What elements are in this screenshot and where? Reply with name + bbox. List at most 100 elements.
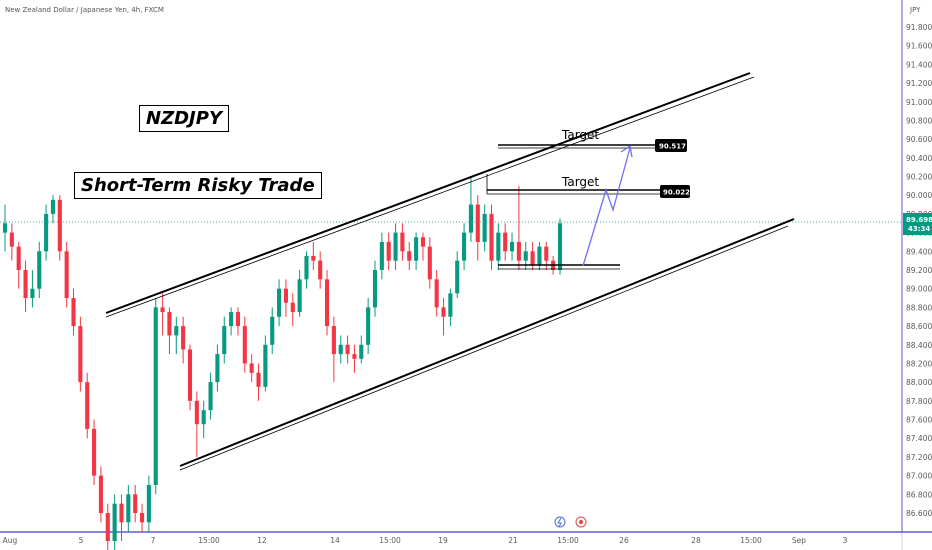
candle[interactable] [345, 335, 350, 364]
candle[interactable] [324, 270, 330, 336]
candle[interactable] [146, 475, 151, 532]
candle[interactable] [153, 298, 158, 495]
candle[interactable] [489, 204, 494, 270]
candle[interactable] [366, 298, 371, 355]
candle[interactable] [174, 316, 179, 355]
svg-text:89.698: 89.698 [906, 216, 932, 224]
candle[interactable] [283, 279, 288, 317]
candle[interactable] [393, 223, 398, 270]
candle[interactable] [331, 316, 336, 383]
candle[interactable] [386, 232, 391, 270]
candle[interactable] [181, 316, 186, 364]
y-tick-label: 91.200 [906, 79, 932, 88]
trade-annotation[interactable]: Short-Term Risky Trade [74, 172, 322, 199]
record-icon[interactable] [575, 516, 587, 528]
target-high-line[interactable] [498, 144, 655, 149]
candle[interactable] [372, 260, 378, 317]
candle[interactable] [126, 484, 131, 532]
candle[interactable] [448, 288, 453, 327]
candle[interactable] [242, 316, 247, 373]
candle[interactable] [441, 298, 446, 336]
candle[interactable] [229, 307, 234, 336]
candle[interactable] [277, 279, 282, 327]
candle[interactable] [208, 372, 213, 420]
candle[interactable] [530, 241, 535, 270]
candle[interactable] [167, 307, 172, 355]
candle[interactable] [263, 335, 268, 392]
candle[interactable] [235, 307, 241, 336]
candle[interactable] [44, 204, 49, 261]
candle[interactable] [160, 293, 165, 336]
y-tick-label: 88.600 [906, 322, 932, 331]
candle[interactable] [270, 307, 275, 355]
candle[interactable] [475, 195, 480, 261]
candle[interactable] [16, 241, 21, 289]
target-low-line[interactable] [486, 174, 660, 195]
candle[interactable] [304, 251, 309, 289]
candle[interactable] [516, 185, 521, 270]
price-axis[interactable] [902, 0, 932, 550]
candle[interactable] [105, 503, 110, 550]
candle[interactable] [201, 400, 206, 439]
upper-channel-line[interactable] [105, 72, 755, 318]
candle[interactable] [64, 241, 69, 308]
candle[interactable] [359, 335, 364, 364]
candle[interactable] [297, 270, 302, 317]
candle[interactable] [50, 195, 56, 224]
candle[interactable] [427, 237, 432, 289]
target-low-price-label: 90.022 [660, 185, 690, 198]
candle[interactable] [290, 293, 295, 327]
symbol-title[interactable]: New Zealand Dollar / Japanese Yen, 4h, F… [5, 6, 164, 14]
candle[interactable] [37, 241, 42, 299]
lightning-icon[interactable] [554, 516, 566, 528]
candle[interactable] [509, 232, 515, 261]
candle[interactable] [462, 223, 467, 270]
candle[interactable] [503, 223, 508, 261]
candle[interactable] [414, 232, 419, 270]
candle[interactable] [222, 316, 227, 364]
candle[interactable] [133, 484, 138, 523]
candle[interactable] [496, 223, 501, 270]
candle[interactable] [30, 270, 35, 308]
candle[interactable] [434, 270, 439, 317]
candle[interactable] [482, 204, 487, 252]
y-tick-label: 88.400 [906, 341, 932, 350]
candle[interactable] [537, 241, 542, 270]
candle[interactable] [468, 176, 473, 242]
candle[interactable] [23, 260, 28, 313]
candle[interactable] [71, 288, 76, 336]
candle[interactable] [311, 241, 316, 270]
candle[interactable] [249, 354, 254, 383]
candle[interactable] [92, 419, 97, 485]
pair-annotation[interactable]: NZDJPY [139, 105, 229, 132]
candle[interactable] [9, 223, 14, 261]
candle[interactable] [523, 241, 528, 270]
candle[interactable] [400, 223, 405, 261]
candle[interactable] [112, 494, 117, 550]
candle[interactable] [420, 232, 426, 261]
candle[interactable] [98, 466, 103, 523]
candle[interactable] [139, 503, 145, 532]
support-range-line[interactable] [498, 264, 620, 270]
candle[interactable] [352, 344, 357, 373]
candle[interactable] [2, 204, 8, 252]
candle[interactable] [194, 391, 199, 457]
candle[interactable] [407, 241, 412, 270]
projection-path[interactable] [582, 147, 631, 267]
candle[interactable] [379, 232, 384, 280]
candle[interactable] [187, 344, 193, 411]
candle[interactable] [455, 251, 460, 299]
candle[interactable] [85, 372, 90, 439]
candle[interactable] [119, 494, 124, 542]
candle[interactable] [215, 344, 220, 392]
candle[interactable] [318, 251, 323, 289]
candle[interactable] [338, 335, 343, 364]
candle[interactable] [78, 316, 83, 392]
lower-channel-line[interactable] [179, 218, 795, 471]
candle[interactable] [544, 241, 549, 270]
candle[interactable] [256, 363, 261, 401]
candle[interactable] [557, 218, 563, 275]
candle[interactable] [57, 195, 62, 261]
